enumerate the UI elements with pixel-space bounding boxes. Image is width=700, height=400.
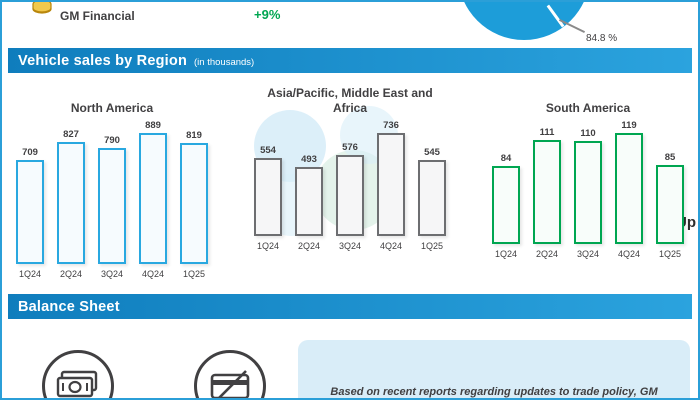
- bar-category-label: 2Q24: [297, 241, 321, 251]
- bar: [295, 167, 323, 236]
- bars-group: 84 1Q24 111 2Q24 110 3Q24 119 4Q24 85 1Q25: [492, 120, 684, 259]
- credit-card-icon: [194, 350, 266, 398]
- section-title: Balance Sheet: [18, 298, 120, 315]
- gm-financial-icon: [30, 2, 54, 23]
- bar-value: 111: [539, 127, 555, 138]
- pie-slice-label: 84.8 %: [586, 33, 618, 44]
- bar-value: 85: [664, 152, 676, 163]
- brand-label: GM Financial: [60, 9, 135, 23]
- bar: [533, 140, 561, 244]
- bar-category-label: 4Q24: [379, 241, 403, 251]
- section-subtitle: (in thousands): [194, 56, 255, 68]
- bar-column: 545 1Q25: [418, 147, 446, 251]
- bar-value: 827: [63, 129, 79, 140]
- bar-value: 819: [186, 130, 202, 141]
- bar-value: 790: [104, 135, 120, 146]
- bar-category-label: 3Q24: [338, 241, 362, 251]
- bar: [139, 133, 167, 264]
- bar: [418, 160, 446, 236]
- cash-icon: [42, 350, 114, 398]
- bar-column: 554 1Q24: [254, 145, 282, 251]
- bar: [336, 155, 364, 236]
- bar: [98, 148, 126, 264]
- bar-column: 827 2Q24: [57, 129, 85, 279]
- bar-column: 85 1Q25: [656, 152, 684, 259]
- bar-category-label: 3Q24: [576, 249, 600, 259]
- pie-chart: [458, 2, 590, 40]
- bar-category-label: 4Q24: [141, 269, 165, 279]
- bar-value: 493: [301, 154, 317, 165]
- bar: [180, 143, 208, 264]
- section-title: Vehicle sales by Region: [18, 52, 188, 69]
- bar-column: 709 1Q24: [16, 147, 44, 279]
- bar-column: 111 2Q24: [533, 127, 561, 259]
- section-header-balance-sheet: Balance Sheet: [8, 294, 692, 319]
- bar-column: 119 4Q24: [615, 120, 643, 259]
- bar: [574, 141, 602, 244]
- bar-category-label: 1Q24: [256, 241, 280, 251]
- bar-chart-south-america: South America 84 1Q24 111 2Q24 110 3Q24 119 4Q24…: [492, 80, 684, 288]
- bar: [492, 166, 520, 244]
- bars-group: 709 1Q24 827 2Q24 790 3Q24 889 4Q24 819 1Q25: [16, 120, 208, 279]
- section-header-vehicle-sales: Vehicle sales by Region (in thousands): [8, 48, 692, 73]
- bar-value: 119: [621, 120, 637, 131]
- bar-category-label: 2Q24: [535, 249, 559, 259]
- chart-title: Asia/Pacific, Middle East and Africa: [267, 86, 433, 115]
- bar: [377, 133, 405, 236]
- bar-column: 790 3Q24: [98, 135, 126, 279]
- bar: [254, 158, 282, 236]
- bar-chart-north-america: North America 709 1Q24 827 2Q24 790 3Q24 889 4Q2…: [16, 80, 208, 288]
- bar-value: 110: [580, 128, 596, 139]
- bar-column: 889 4Q24: [139, 120, 167, 279]
- bar-value: 736: [383, 120, 399, 131]
- charts-row: North America 709 1Q24 827 2Q24 790 3Q24 889 4Q2…: [16, 80, 684, 288]
- bar-chart-asia-pacific-middle-east-africa: Asia/Pacific, Middle East and Africa 554 1…: [254, 80, 446, 288]
- bar-category-label: 1Q25: [658, 249, 682, 259]
- growth-value: +9%: [254, 7, 281, 22]
- bar-category-label: 4Q24: [617, 249, 641, 259]
- note-box: Based on recent reports regarding update…: [298, 340, 690, 398]
- bar: [16, 160, 44, 264]
- bar-category-label: 1Q24: [494, 249, 518, 259]
- bar-column: 84 1Q24: [492, 153, 520, 259]
- bar-column: 110 3Q24: [574, 128, 602, 259]
- bar: [656, 165, 684, 244]
- bar-category-label: 3Q24: [100, 269, 124, 279]
- bar: [57, 142, 85, 264]
- chart-title: South America: [545, 101, 631, 115]
- bar-category-label: 2Q24: [59, 269, 83, 279]
- bar-value: 889: [145, 120, 161, 131]
- bar-column: 819 1Q25: [180, 130, 208, 279]
- bar-category-label: 1Q25: [182, 269, 206, 279]
- bar-value: 576: [342, 142, 358, 153]
- bar-column: 576 3Q24: [336, 142, 364, 251]
- bar-value: 554: [260, 145, 276, 156]
- bar-value: 709: [22, 147, 38, 158]
- bars-group: 554 1Q24 493 2Q24 576 3Q24 736 4Q24 545 1Q25: [254, 120, 446, 251]
- bar-column: 736 4Q24: [377, 120, 405, 251]
- bar: [615, 133, 643, 244]
- note-text: Based on recent reports regarding update…: [330, 386, 658, 398]
- bar-category-label: 1Q24: [18, 269, 42, 279]
- bar-column: 493 2Q24: [295, 154, 323, 251]
- chart-title: North America: [70, 101, 154, 115]
- bar-value: 84: [500, 153, 512, 164]
- bar-category-label: 1Q25: [420, 241, 444, 251]
- bar-value: 545: [424, 147, 440, 158]
